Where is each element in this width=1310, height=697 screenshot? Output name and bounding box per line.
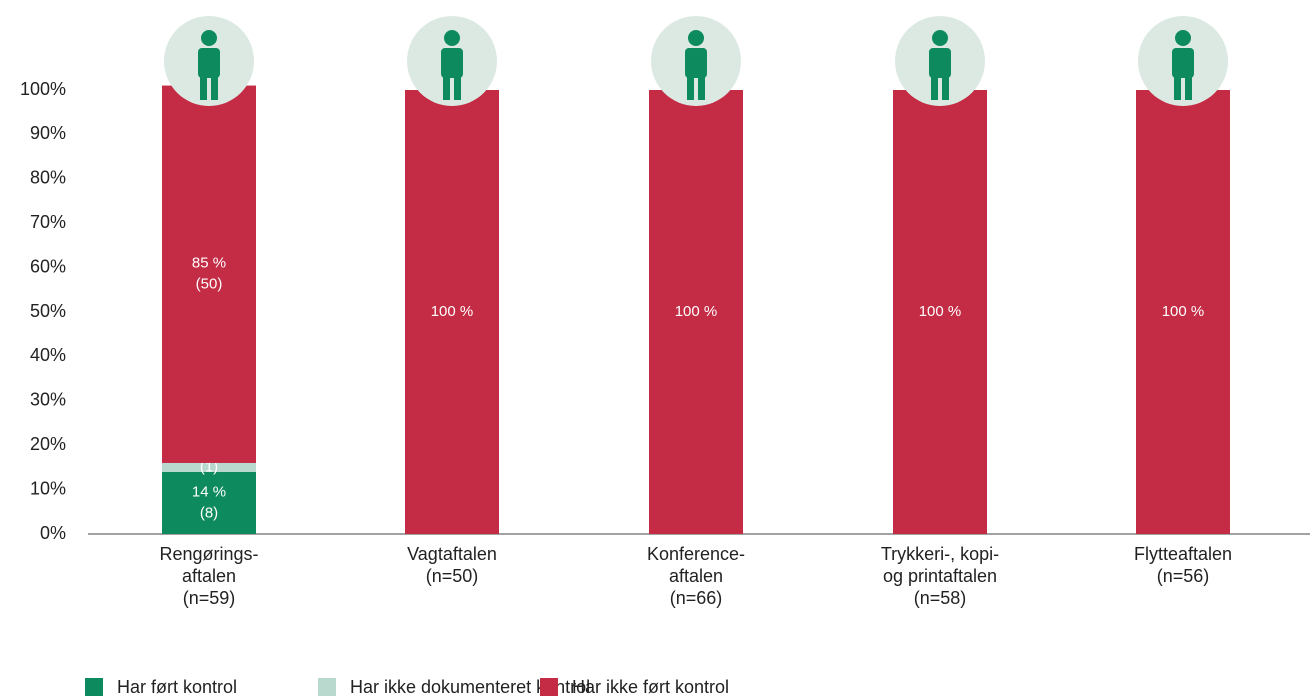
y-tick-label: 90% <box>30 123 66 143</box>
y-tick-label: 40% <box>30 345 66 365</box>
icon-body <box>198 48 220 78</box>
x-tick-label: aftalen <box>669 566 723 586</box>
data-label: (50) <box>196 276 223 293</box>
y-tick-label: 80% <box>30 168 66 188</box>
y-tick-label: 50% <box>30 301 66 321</box>
legend-label: Har ført kontrol <box>117 677 237 697</box>
legend-label: Har ikke ført kontrol <box>572 677 729 697</box>
legend-label: Har ikke dokumenteret kontrol <box>350 677 590 697</box>
y-tick-label: 70% <box>30 212 66 232</box>
data-label: 85 % <box>192 255 226 272</box>
x-tick-label: Trykkeri-, kopi- <box>881 544 999 564</box>
x-tick-label: (n=59) <box>183 588 236 608</box>
y-tick-label: 20% <box>30 434 66 454</box>
icon-head <box>444 30 460 46</box>
data-label: 100 % <box>675 303 718 320</box>
icon-leg <box>454 76 461 100</box>
icon-head <box>201 30 217 46</box>
icon-leg <box>1185 76 1192 100</box>
icon-leg <box>698 76 705 100</box>
icon-head <box>1175 30 1191 46</box>
icon-leg <box>200 76 207 100</box>
data-label: 100 % <box>919 303 962 320</box>
icon-head <box>932 30 948 46</box>
bar-segment <box>405 90 499 534</box>
bar-segment <box>162 85 256 463</box>
x-tick-label: (n=66) <box>670 588 723 608</box>
bar-segment <box>893 90 987 534</box>
bar-segment <box>1136 90 1230 534</box>
icon-body <box>441 48 463 78</box>
x-tick-label: (n=56) <box>1157 566 1210 586</box>
data-label: 14 % <box>192 483 226 500</box>
y-tick-label: 30% <box>30 390 66 410</box>
data-label: (8) <box>200 504 218 521</box>
legend-swatch <box>85 678 103 696</box>
y-tick-label: 100% <box>20 79 66 99</box>
icon-leg <box>942 76 949 100</box>
icon-leg <box>1174 76 1181 100</box>
x-tick-label: Rengørings- <box>159 544 258 564</box>
x-tick-label: Flytteaftalen <box>1134 544 1232 564</box>
icon-leg <box>931 76 938 100</box>
icon-head <box>688 30 704 46</box>
bar-segment <box>162 462 256 472</box>
x-tick-label: Vagtaftalen <box>407 544 497 564</box>
icon-leg <box>687 76 694 100</box>
icon-leg <box>211 76 218 100</box>
x-tick-label: (n=50) <box>426 566 479 586</box>
bar-segment <box>649 90 743 534</box>
icon-body <box>929 48 951 78</box>
data-label: 100 % <box>431 303 474 320</box>
y-tick-label: 0% <box>40 523 66 543</box>
icon-leg <box>443 76 450 100</box>
data-label: 100 % <box>1162 303 1205 320</box>
legend-swatch <box>318 678 336 696</box>
y-tick-label: 60% <box>30 256 66 276</box>
x-tick-label: Konference- <box>647 544 745 564</box>
legend-swatch <box>540 678 558 696</box>
x-tick-label: aftalen <box>182 566 236 586</box>
x-tick-label: og printaftalen <box>883 566 997 586</box>
icon-body <box>1172 48 1194 78</box>
icon-body <box>685 48 707 78</box>
y-tick-label: 10% <box>30 478 66 498</box>
x-tick-label: (n=58) <box>914 588 967 608</box>
bar-segment <box>162 471 256 534</box>
